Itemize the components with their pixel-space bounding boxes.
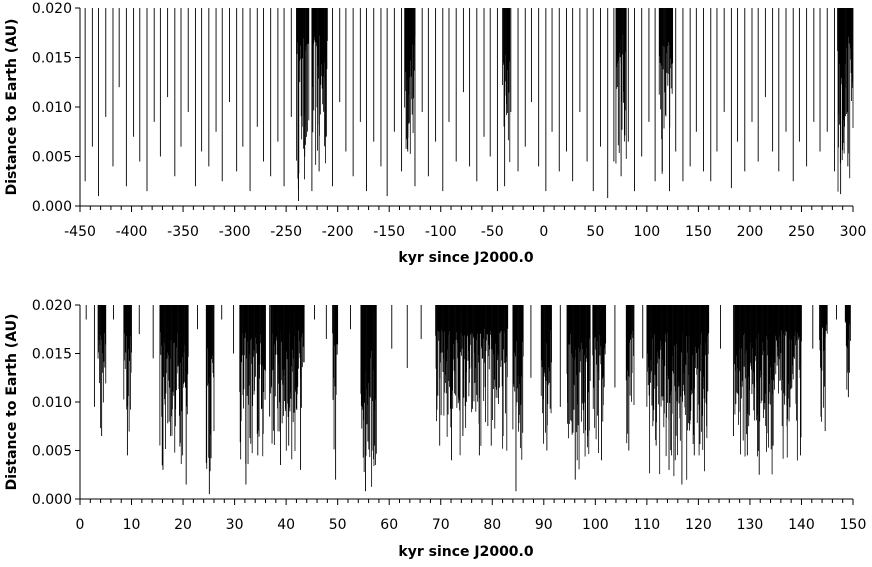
bottom-bars — [85, 305, 851, 495]
bottom-x-tick-label: 10 — [123, 517, 141, 533]
bottom-y-ticks: 0.000 0.005 0.010 0.015 0.020 — [32, 298, 80, 508]
top-x-tick-label: -400 — [116, 224, 148, 240]
top-x-tick-label: -100 — [425, 224, 457, 240]
bottom-x-tick-label: 130 — [737, 517, 764, 533]
bottom-x-tick-label: 150 — [840, 517, 867, 533]
top-x-tick-label: -300 — [219, 224, 251, 240]
top-y-axis-title: Distance to Earth (AU) — [4, 19, 20, 196]
top-x-tick-label: 250 — [788, 224, 815, 240]
top-y-tick-label: 0.020 — [32, 1, 72, 17]
bottom-x-tick-label: 140 — [788, 517, 815, 533]
top-y-tick-label: 0.010 — [32, 100, 72, 116]
top-x-tick-label: -200 — [322, 224, 354, 240]
bottom-x-axis-title: kyr since J2000.0 — [398, 544, 533, 560]
bottom-y-tick-label: 0.015 — [32, 347, 72, 363]
top-x-tick-label: 200 — [737, 224, 764, 240]
bottom-y-axis-title: Distance to Earth (AU) — [4, 314, 20, 491]
top-x-axis-title: kyr since J2000.0 — [398, 250, 533, 266]
bottom-x-tick-label: 60 — [380, 517, 398, 533]
top-x-tick-label: 100 — [633, 224, 660, 240]
bottom-x-tick-label: 100 — [582, 517, 609, 533]
top-x-tick-label: -250 — [270, 224, 302, 240]
top-y-tick-label: 0.000 — [32, 199, 72, 215]
bottom-y-tick-label: 0.005 — [32, 444, 72, 460]
bottom-x-tick-label: 70 — [432, 517, 450, 533]
top-x-tick-label: -50 — [481, 224, 504, 240]
panel-bottom: 0 10 20 30 40 50 60 70 80 90 100 110 120 130 140 150 0.… — [4, 298, 866, 560]
top-x-tick-label: -350 — [167, 224, 199, 240]
bottom-x-tick-label: 120 — [685, 517, 712, 533]
bottom-y-tick-label: 0.000 — [32, 492, 72, 508]
top-y-tick-label: 0.015 — [32, 51, 72, 67]
top-x-tick-label: 150 — [685, 224, 712, 240]
top-x-tick-label: 300 — [840, 224, 867, 240]
top-x-tick-label: 0 — [539, 224, 548, 240]
top-x-tick-label: -150 — [373, 224, 405, 240]
top-y-tick-label: 0.005 — [32, 150, 72, 166]
top-y-ticks: 0.000 0.005 0.010 0.015 0.020 — [32, 1, 80, 215]
bottom-x-tick-label: 20 — [174, 517, 192, 533]
bottom-y-tick-label: 0.010 — [32, 395, 72, 411]
top-x-tick-label: -450 — [64, 224, 96, 240]
top-x-ticks: -450 -400 -350 -300 -250 -200 -150 -100 -50 0 50 10… — [64, 206, 866, 240]
bottom-x-tick-label: 40 — [277, 517, 295, 533]
panel-top: -450 -400 -350 -300 -250 -200 -150 -100 -50 0 50 10… — [4, 1, 866, 266]
top-bars — [84, 8, 854, 202]
bottom-y-tick-label: 0.020 — [32, 298, 72, 314]
bottom-x-tick-label: 90 — [535, 517, 553, 533]
bottom-x-tick-label: 50 — [329, 517, 347, 533]
bottom-x-tick-label: 30 — [226, 517, 244, 533]
bottom-x-tick-label: 80 — [483, 517, 501, 533]
top-x-tick-label: 50 — [586, 224, 604, 240]
bottom-x-tick-label: 110 — [633, 517, 660, 533]
bottom-x-ticks: 0 10 20 30 40 50 60 70 80 90 100 110 120 130 140 150 — [76, 499, 867, 533]
bottom-x-tick-label: 0 — [76, 517, 85, 533]
